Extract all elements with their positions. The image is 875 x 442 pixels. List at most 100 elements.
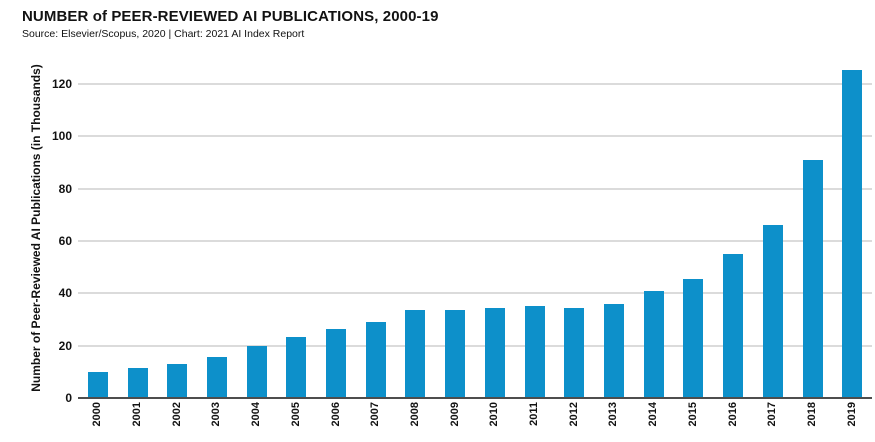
x-tick-2002: 2002 <box>170 402 183 427</box>
bar-column-2000 <box>78 58 118 398</box>
bar-column-2010 <box>475 58 515 398</box>
bar-column-2018 <box>793 58 833 398</box>
bars-container <box>78 58 872 398</box>
x-tick-2005: 2005 <box>289 402 302 427</box>
x-tick-cell-2005: 2005 <box>277 402 317 440</box>
bar-column-2017 <box>753 58 793 398</box>
x-tick-2014: 2014 <box>647 402 660 427</box>
bar-2002 <box>167 364 188 398</box>
x-tick-cell-2001: 2001 <box>118 402 158 440</box>
plot-area <box>78 58 872 399</box>
bar-2014 <box>643 290 664 398</box>
y-tick-20: 20 <box>58 338 72 353</box>
bar-2005 <box>286 336 307 398</box>
y-tick-40: 40 <box>58 286 72 301</box>
x-tick-cell-2011: 2011 <box>515 402 555 440</box>
x-tick-2011: 2011 <box>528 402 541 426</box>
x-axis-tick-labels: 2000 2001 2002 2003 2004 2005 2006 2007 2008 2009… <box>78 402 872 440</box>
x-tick-cell-2013: 2013 <box>594 402 634 440</box>
x-tick-cell-2007: 2007 <box>356 402 396 440</box>
bar-column-2009 <box>435 58 475 398</box>
x-tick-cell-2012: 2012 <box>554 402 594 440</box>
x-tick-2013: 2013 <box>607 402 620 427</box>
bar-2011 <box>524 306 545 398</box>
x-tick-2012: 2012 <box>567 402 580 427</box>
x-tick-cell-2004: 2004 <box>237 402 277 440</box>
gridline-40 <box>78 292 872 295</box>
x-axis-line <box>78 397 872 399</box>
y-tick-80: 80 <box>58 181 72 196</box>
x-tick-cell-2002: 2002 <box>157 402 197 440</box>
bar-column-2006 <box>316 58 356 398</box>
bar-2004 <box>246 345 267 398</box>
bar-2016 <box>723 254 744 398</box>
x-tick-2003: 2003 <box>210 402 223 427</box>
bar-2000 <box>87 371 108 398</box>
bar-column-2015 <box>674 58 714 398</box>
x-tick-cell-2003: 2003 <box>197 402 237 440</box>
bar-2001 <box>127 367 148 398</box>
bar-2013 <box>603 303 624 398</box>
bar-2019 <box>842 69 863 398</box>
x-tick-cell-2018: 2018 <box>793 402 833 440</box>
bar-column-2011 <box>515 58 555 398</box>
bar-column-2008 <box>396 58 436 398</box>
bar-2007 <box>365 322 386 398</box>
bar-column-2012 <box>554 58 594 398</box>
y-tick-120: 120 <box>51 77 72 92</box>
gridline-80 <box>78 187 872 190</box>
bar-2008 <box>405 310 426 398</box>
x-tick-2009: 2009 <box>448 402 461 427</box>
x-tick-2017: 2017 <box>766 402 779 427</box>
bar-column-2013 <box>594 58 634 398</box>
x-tick-2010: 2010 <box>488 402 501 427</box>
gridline-20 <box>78 344 872 347</box>
bar-column-2005 <box>277 58 317 398</box>
x-tick-cell-2019: 2019 <box>832 402 872 440</box>
x-tick-2001: 2001 <box>131 402 144 427</box>
x-tick-2004: 2004 <box>250 402 263 427</box>
bar-2006 <box>326 328 347 398</box>
bar-column-2014 <box>634 58 674 398</box>
x-tick-2019: 2019 <box>845 402 858 427</box>
x-tick-cell-2010: 2010 <box>475 402 515 440</box>
y-tick-0: 0 <box>65 391 72 405</box>
x-tick-cell-2000: 2000 <box>78 402 118 440</box>
bar-column-2001 <box>118 58 158 398</box>
bar-column-2004 <box>237 58 277 398</box>
x-tick-2016: 2016 <box>726 402 739 427</box>
bar-column-2002 <box>157 58 197 398</box>
bar-2009 <box>445 310 466 398</box>
x-tick-cell-2014: 2014 <box>634 402 674 440</box>
x-tick-cell-2009: 2009 <box>435 402 475 440</box>
x-tick-2007: 2007 <box>369 402 382 427</box>
x-tick-2018: 2018 <box>806 402 818 427</box>
x-tick-cell-2015: 2015 <box>674 402 714 440</box>
bar-2003 <box>206 357 227 398</box>
x-tick-cell-2016: 2016 <box>713 402 753 440</box>
x-tick-2006: 2006 <box>329 402 342 427</box>
bar-2015 <box>683 279 704 398</box>
x-tick-2008: 2008 <box>408 402 421 427</box>
x-tick-cell-2006: 2006 <box>316 402 356 440</box>
bar-column-2016 <box>713 58 753 398</box>
y-tick-100: 100 <box>51 129 72 144</box>
y-axis-tick-labels: 0 20 40 60 80 100 120 <box>0 58 72 404</box>
gridline-120 <box>78 83 872 86</box>
gridline-100 <box>78 135 872 138</box>
bar-column-2019 <box>832 58 872 398</box>
bar-2010 <box>484 307 505 398</box>
x-tick-cell-2008: 2008 <box>396 402 436 440</box>
gridline-60 <box>78 240 872 243</box>
chart-source: Source: Elsevier/Scopus, 2020 | Chart: 2… <box>22 28 305 40</box>
y-tick-60: 60 <box>58 234 72 249</box>
chart-title: NUMBER of PEER-REVIEWED AI PUBLICATIONS,… <box>22 8 439 25</box>
bar-column-2003 <box>197 58 237 398</box>
bar-2018 <box>802 160 823 398</box>
bar-2012 <box>564 307 585 398</box>
bar-2017 <box>762 225 783 398</box>
x-tick-2000: 2000 <box>91 402 104 427</box>
bar-column-2007 <box>356 58 396 398</box>
x-tick-cell-2017: 2017 <box>753 402 793 440</box>
